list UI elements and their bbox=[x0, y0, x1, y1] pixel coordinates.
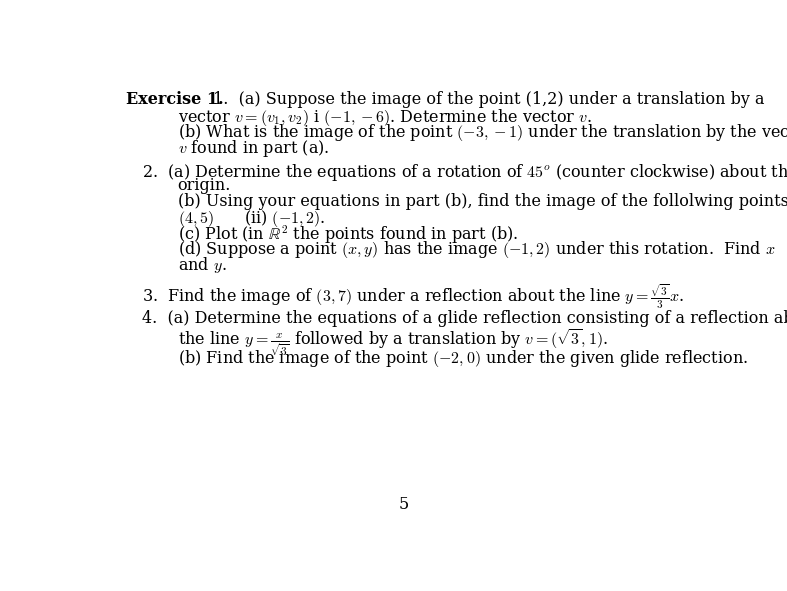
Text: 5: 5 bbox=[398, 496, 408, 514]
Text: 1.  (a) Suppose the image of the point (1,2) under a translation by a: 1. (a) Suppose the image of the point (1… bbox=[213, 92, 764, 108]
Text: (c) Plot (in $\mathbb{R}^2$ the points found in part (b).: (c) Plot (in $\mathbb{R}^2$ the points f… bbox=[178, 224, 518, 246]
Text: $v$ found in part (a).: $v$ found in part (a). bbox=[178, 138, 329, 159]
Text: 3.  Find the image of $(3,7)$ under a reflection about the line $y = \frac{\sqrt: 3. Find the image of $(3,7)$ under a ref… bbox=[142, 282, 685, 311]
Text: (b) Find the image of the point $(-2,0)$ under the given glide reflection.: (b) Find the image of the point $(-2,0)$… bbox=[178, 348, 748, 369]
Text: $(4,5)$      (ii) $(-1,2)$.: $(4,5)$ (ii) $(-1,2)$. bbox=[178, 209, 325, 229]
Text: origin.: origin. bbox=[178, 177, 231, 194]
Text: vector $v = (v_1, v_2)$ i $(-1,-6)$. Determine the vector $v$.: vector $v = (v_1, v_2)$ i $(-1,-6)$. Det… bbox=[178, 107, 591, 128]
Text: Exercise 1.: Exercise 1. bbox=[126, 92, 224, 108]
Text: (b) Using your equations in part (b), find the image of the follolwing points:  : (b) Using your equations in part (b), fi… bbox=[178, 193, 787, 210]
Text: and $y$.: and $y$. bbox=[178, 255, 227, 275]
Text: (b) What is the image of the point $(-3,-1)$ under the translation by the vector: (b) What is the image of the point $(-3,… bbox=[178, 122, 787, 144]
Text: 2.  (a) Determine the equations of a rotation of $45^o$ (counter clockwise) abou: 2. (a) Determine the equations of a rota… bbox=[142, 162, 787, 183]
Text: the line $y = \frac{x}{\sqrt{3}}$ followed by a translation by $v = (\sqrt{3}, 1: the line $y = \frac{x}{\sqrt{3}}$ follow… bbox=[178, 328, 608, 359]
Text: (d) Suppose a point $(x,y)$ has the image $(-1,2)$ under this rotation.  Find $x: (d) Suppose a point $(x,y)$ has the imag… bbox=[178, 239, 775, 260]
Text: 4.  (a) Determine the equations of a glide reflection consisting of a reflection: 4. (a) Determine the equations of a glid… bbox=[142, 310, 787, 327]
